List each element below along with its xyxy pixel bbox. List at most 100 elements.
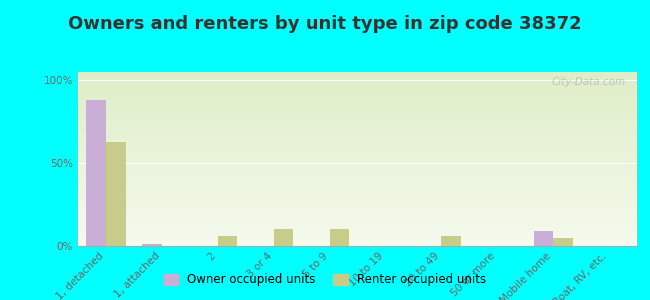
Bar	[78, 175, 637, 176]
Bar	[78, 187, 637, 189]
Bar	[78, 234, 637, 236]
Bar	[78, 121, 637, 122]
Bar	[78, 76, 637, 77]
Bar	[78, 216, 637, 218]
Bar	[218, 236, 237, 246]
Bar	[78, 190, 637, 192]
Bar	[78, 166, 637, 168]
Bar	[78, 100, 637, 102]
Bar	[78, 84, 637, 86]
Bar	[78, 227, 637, 229]
Bar	[78, 114, 637, 116]
Bar	[78, 236, 637, 237]
Bar	[78, 94, 637, 96]
Bar	[78, 218, 637, 220]
Bar	[78, 142, 637, 143]
Bar	[142, 244, 162, 246]
Text: City-Data.com: City-Data.com	[552, 77, 626, 87]
Bar	[78, 220, 637, 222]
Bar	[78, 133, 637, 135]
Bar	[78, 128, 637, 129]
Bar	[78, 103, 637, 105]
Bar	[78, 183, 637, 185]
Bar	[78, 74, 637, 76]
Bar	[78, 138, 637, 140]
Bar	[78, 88, 637, 89]
Bar	[78, 116, 637, 117]
Bar	[534, 231, 553, 246]
Bar	[78, 86, 637, 88]
Bar	[78, 119, 637, 121]
Bar	[78, 102, 637, 103]
Bar	[78, 209, 637, 211]
Bar	[78, 237, 637, 239]
Bar	[78, 176, 637, 178]
Bar	[78, 230, 637, 232]
Bar	[78, 192, 637, 194]
Bar	[78, 72, 637, 74]
Bar	[78, 225, 637, 227]
Bar	[78, 122, 637, 124]
Bar	[78, 135, 637, 137]
Bar	[78, 157, 637, 159]
Bar	[78, 124, 637, 126]
Bar	[78, 98, 637, 100]
Bar	[78, 140, 637, 142]
Bar	[78, 129, 637, 131]
Bar	[78, 154, 637, 155]
Bar	[78, 197, 637, 199]
Bar	[78, 213, 637, 215]
Bar	[78, 152, 637, 154]
Bar	[78, 163, 637, 164]
Bar	[274, 230, 293, 246]
Bar	[78, 189, 637, 190]
Bar	[441, 236, 461, 246]
Bar	[78, 150, 637, 152]
Bar	[78, 89, 637, 91]
Bar	[78, 194, 637, 196]
Bar	[330, 230, 349, 246]
Bar	[78, 185, 637, 187]
Bar	[78, 201, 637, 203]
Bar	[78, 147, 637, 148]
Bar	[106, 142, 125, 246]
Bar	[78, 242, 637, 244]
Bar	[553, 238, 573, 246]
Bar	[78, 93, 637, 94]
Bar	[78, 211, 637, 213]
Bar	[78, 117, 637, 119]
Text: Owners and renters by unit type in zip code 38372: Owners and renters by unit type in zip c…	[68, 15, 582, 33]
Bar	[78, 208, 637, 209]
Bar	[78, 81, 637, 82]
Bar	[78, 241, 637, 242]
Bar	[78, 232, 637, 234]
Bar	[78, 112, 637, 114]
Bar	[78, 215, 637, 216]
Bar	[78, 110, 637, 112]
Bar	[78, 199, 637, 201]
Bar	[78, 178, 637, 180]
Bar	[78, 143, 637, 145]
Bar	[78, 180, 637, 182]
Bar	[78, 145, 637, 147]
Bar	[78, 173, 637, 175]
Bar	[86, 100, 106, 246]
Bar	[78, 107, 637, 109]
Legend: Owner occupied units, Renter occupied units: Owner occupied units, Renter occupied un…	[159, 269, 491, 291]
Bar	[78, 196, 637, 197]
Bar	[78, 77, 637, 79]
Bar	[78, 244, 637, 246]
Bar	[78, 229, 637, 230]
Bar	[78, 164, 637, 166]
Bar	[78, 161, 637, 163]
Bar	[78, 206, 637, 208]
Bar	[78, 109, 637, 110]
Bar	[78, 82, 637, 84]
Bar	[78, 126, 637, 128]
Bar	[78, 202, 637, 204]
Bar	[78, 105, 637, 107]
Bar	[78, 96, 637, 98]
Bar	[78, 148, 637, 150]
Bar	[78, 204, 637, 206]
Bar	[78, 224, 637, 225]
